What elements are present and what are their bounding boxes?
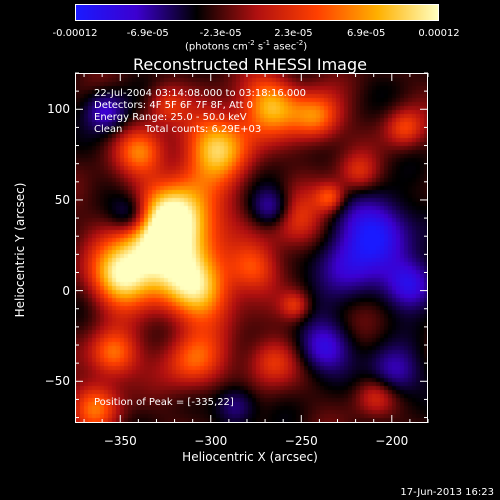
y-tick-label: 50 [54,192,70,207]
colorbar-tick-label: -6.9e-05 [126,28,169,39]
x-axis-label: Heliocentric X (arcsec) [182,450,318,464]
info-algorithm: Clean [94,124,123,135]
y-axis-label: Heliocentric Y (arcsec) [13,182,27,318]
colorbar-tick-label: -0.00012 [52,28,98,39]
info-time-range: 22-Jul-2004 03:14:08.000 to 03:18:16.000 [94,88,306,99]
x-tick-label: −250 [284,434,318,448]
y-tick-label: 100 [47,102,70,117]
timestamp: 17-Jun-2013 16:23 [400,487,494,498]
x-tick-label: −200 [375,434,409,448]
colorbar-tick-label: 6.9e-05 [346,28,386,39]
info-detectors: Detectors: 4F 5F 6F 7F 8F, Att 0 [94,100,254,111]
x-tick-label: −300 [194,434,228,448]
y-tick-label: 0 [62,283,70,298]
info-total-counts: Total counts: 6.29E+03 [145,124,262,135]
info-energy-range: Energy Range: 25.0 - 50.0 keV [94,112,247,123]
x-tick-label: −350 [103,434,137,448]
info-peak-position: Position of Peak = [-335,22] [94,397,234,408]
chart-title: Reconstructed RHESSI Image [133,55,367,74]
colorbar-units: (photons cm-2 s-1 asec-2) [185,39,308,53]
colorbar-tick-label: -2.3e-05 [199,28,242,39]
colorbar [75,4,439,21]
y-tick-label: −50 [44,374,70,389]
colorbar-tick-label: 0.00012 [418,28,460,39]
colorbar-tick-label: 2.3e-05 [274,28,313,39]
heatmap-image [75,73,428,423]
